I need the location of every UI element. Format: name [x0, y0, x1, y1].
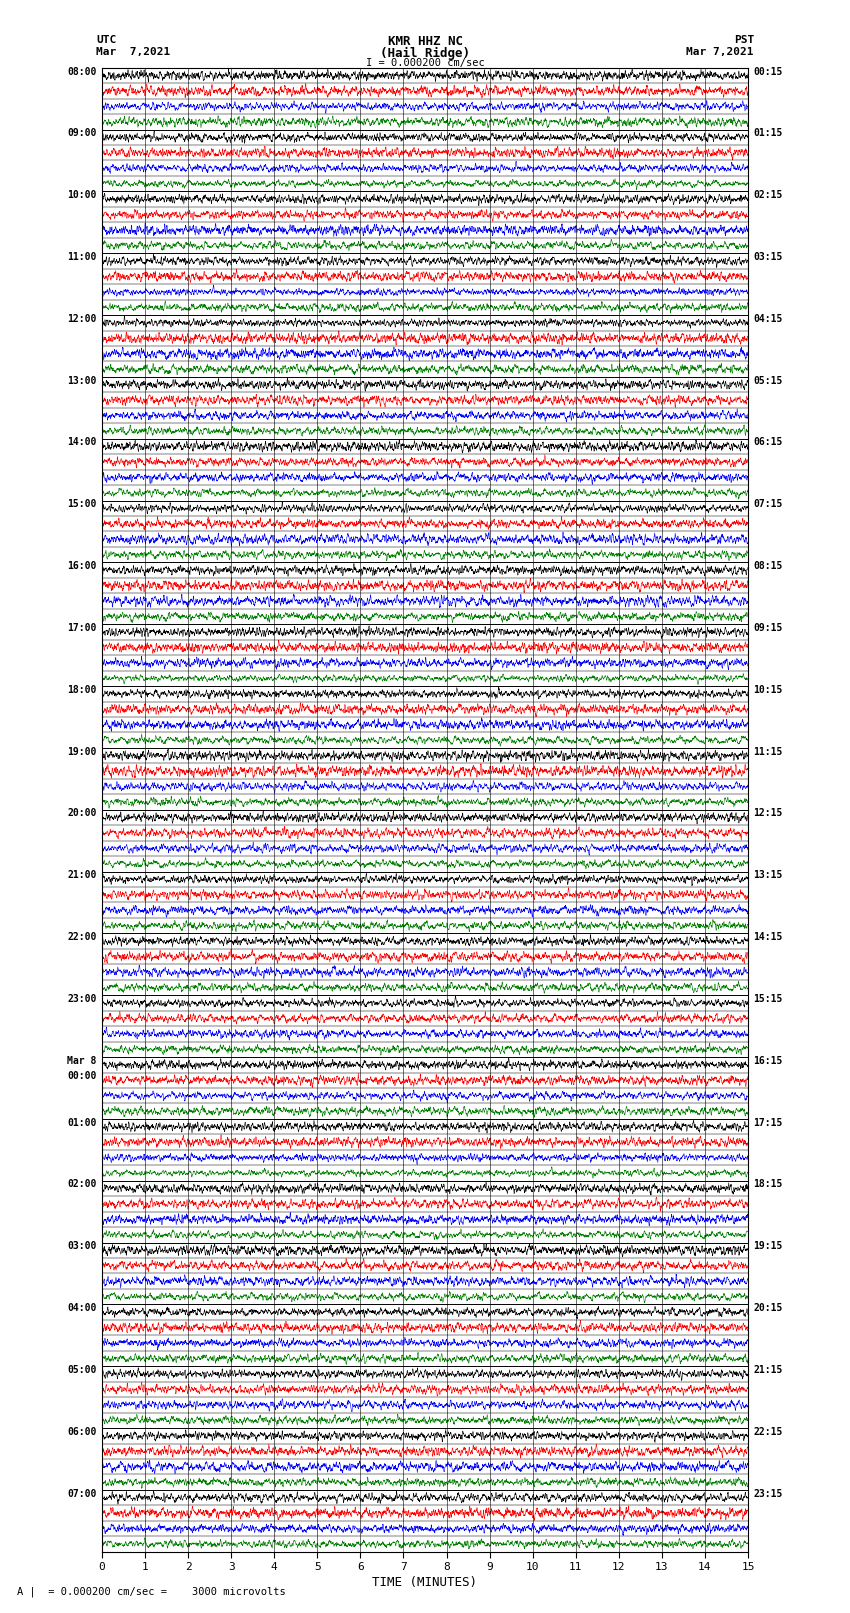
Text: 11:00: 11:00 — [67, 252, 97, 261]
Text: 08:00: 08:00 — [67, 66, 97, 76]
Text: 12:15: 12:15 — [753, 808, 783, 818]
Text: 11:15: 11:15 — [753, 747, 783, 756]
Text: 14:15: 14:15 — [753, 932, 783, 942]
Text: 15:15: 15:15 — [753, 994, 783, 1003]
Text: 10:15: 10:15 — [753, 686, 783, 695]
Text: 17:00: 17:00 — [67, 623, 97, 632]
Text: 06:00: 06:00 — [67, 1428, 97, 1437]
Text: 02:15: 02:15 — [753, 190, 783, 200]
Text: Mar 7,2021: Mar 7,2021 — [687, 47, 754, 56]
Text: 05:00: 05:00 — [67, 1365, 97, 1374]
Text: 22:15: 22:15 — [753, 1428, 783, 1437]
Text: 16:00: 16:00 — [67, 561, 97, 571]
Text: 02:00: 02:00 — [67, 1179, 97, 1189]
Text: 22:00: 22:00 — [67, 932, 97, 942]
Text: 09:00: 09:00 — [67, 129, 97, 139]
Text: 14:00: 14:00 — [67, 437, 97, 447]
Text: 20:15: 20:15 — [753, 1303, 783, 1313]
Text: 19:15: 19:15 — [753, 1242, 783, 1252]
Text: 21:15: 21:15 — [753, 1365, 783, 1374]
Text: 13:15: 13:15 — [753, 871, 783, 881]
Text: Mar  7,2021: Mar 7,2021 — [96, 47, 170, 56]
Text: 23:15: 23:15 — [753, 1489, 783, 1498]
Text: (Hail Ridge): (Hail Ridge) — [380, 47, 470, 60]
Text: 05:15: 05:15 — [753, 376, 783, 386]
Text: 18:15: 18:15 — [753, 1179, 783, 1189]
Text: 20:00: 20:00 — [67, 808, 97, 818]
Text: 01:00: 01:00 — [67, 1118, 97, 1127]
Text: 17:15: 17:15 — [753, 1118, 783, 1127]
Text: 04:00: 04:00 — [67, 1303, 97, 1313]
Text: 18:00: 18:00 — [67, 686, 97, 695]
Text: 21:00: 21:00 — [67, 871, 97, 881]
Text: 12:00: 12:00 — [67, 315, 97, 324]
Text: 01:15: 01:15 — [753, 129, 783, 139]
Text: 06:15: 06:15 — [753, 437, 783, 447]
Text: 16:15: 16:15 — [753, 1057, 783, 1066]
Text: 23:00: 23:00 — [67, 994, 97, 1003]
Text: 03:00: 03:00 — [67, 1242, 97, 1252]
Text: 09:15: 09:15 — [753, 623, 783, 632]
Text: 00:15: 00:15 — [753, 66, 783, 76]
Text: 10:00: 10:00 — [67, 190, 97, 200]
Text: 07:00: 07:00 — [67, 1489, 97, 1498]
Text: 07:15: 07:15 — [753, 500, 783, 510]
Text: 03:15: 03:15 — [753, 252, 783, 261]
Text: 15:00: 15:00 — [67, 500, 97, 510]
Text: Mar 8: Mar 8 — [67, 1057, 97, 1066]
Text: A |  = 0.000200 cm/sec =    3000 microvolts: A | = 0.000200 cm/sec = 3000 microvolts — [17, 1586, 286, 1597]
Text: 13:00: 13:00 — [67, 376, 97, 386]
Text: I = 0.000200 cm/sec: I = 0.000200 cm/sec — [366, 58, 484, 68]
Text: 00:00: 00:00 — [67, 1071, 97, 1081]
Text: 19:00: 19:00 — [67, 747, 97, 756]
Text: 08:15: 08:15 — [753, 561, 783, 571]
X-axis label: TIME (MINUTES): TIME (MINUTES) — [372, 1576, 478, 1589]
Text: UTC: UTC — [96, 35, 116, 45]
Text: 04:15: 04:15 — [753, 315, 783, 324]
Text: PST: PST — [734, 35, 754, 45]
Text: KMR HHZ NC: KMR HHZ NC — [388, 35, 462, 48]
